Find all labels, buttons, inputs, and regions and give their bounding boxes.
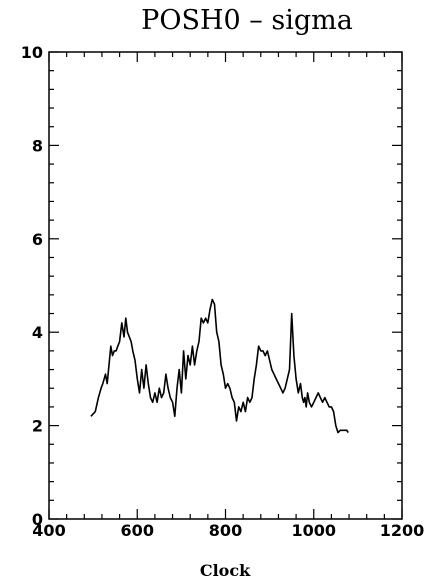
x-tick-label: 800	[209, 521, 242, 540]
axis-tick-labels: 400 600 800 1000 1200 0 2 4 6 8 10	[21, 43, 425, 540]
series-line	[90, 298, 349, 434]
y-tick-label: 8	[32, 136, 43, 155]
x-tick-label: 1200	[380, 521, 425, 540]
chart-title: POSH0 – sigma	[141, 5, 353, 36]
y-tick-label: 10	[21, 43, 43, 62]
x-tick-label: 1000	[291, 521, 336, 540]
axis-ticks	[48, 51, 403, 520]
x-axis-label: Clock	[200, 561, 251, 580]
y-tick-label: 0	[32, 510, 43, 529]
y-tick-label: 6	[32, 230, 43, 249]
plot-frame	[48, 51, 403, 520]
y-tick-label: 2	[32, 417, 43, 436]
y-tick-label: 4	[32, 323, 43, 342]
x-tick-label: 400	[32, 521, 65, 540]
x-tick-label: 600	[121, 521, 154, 540]
